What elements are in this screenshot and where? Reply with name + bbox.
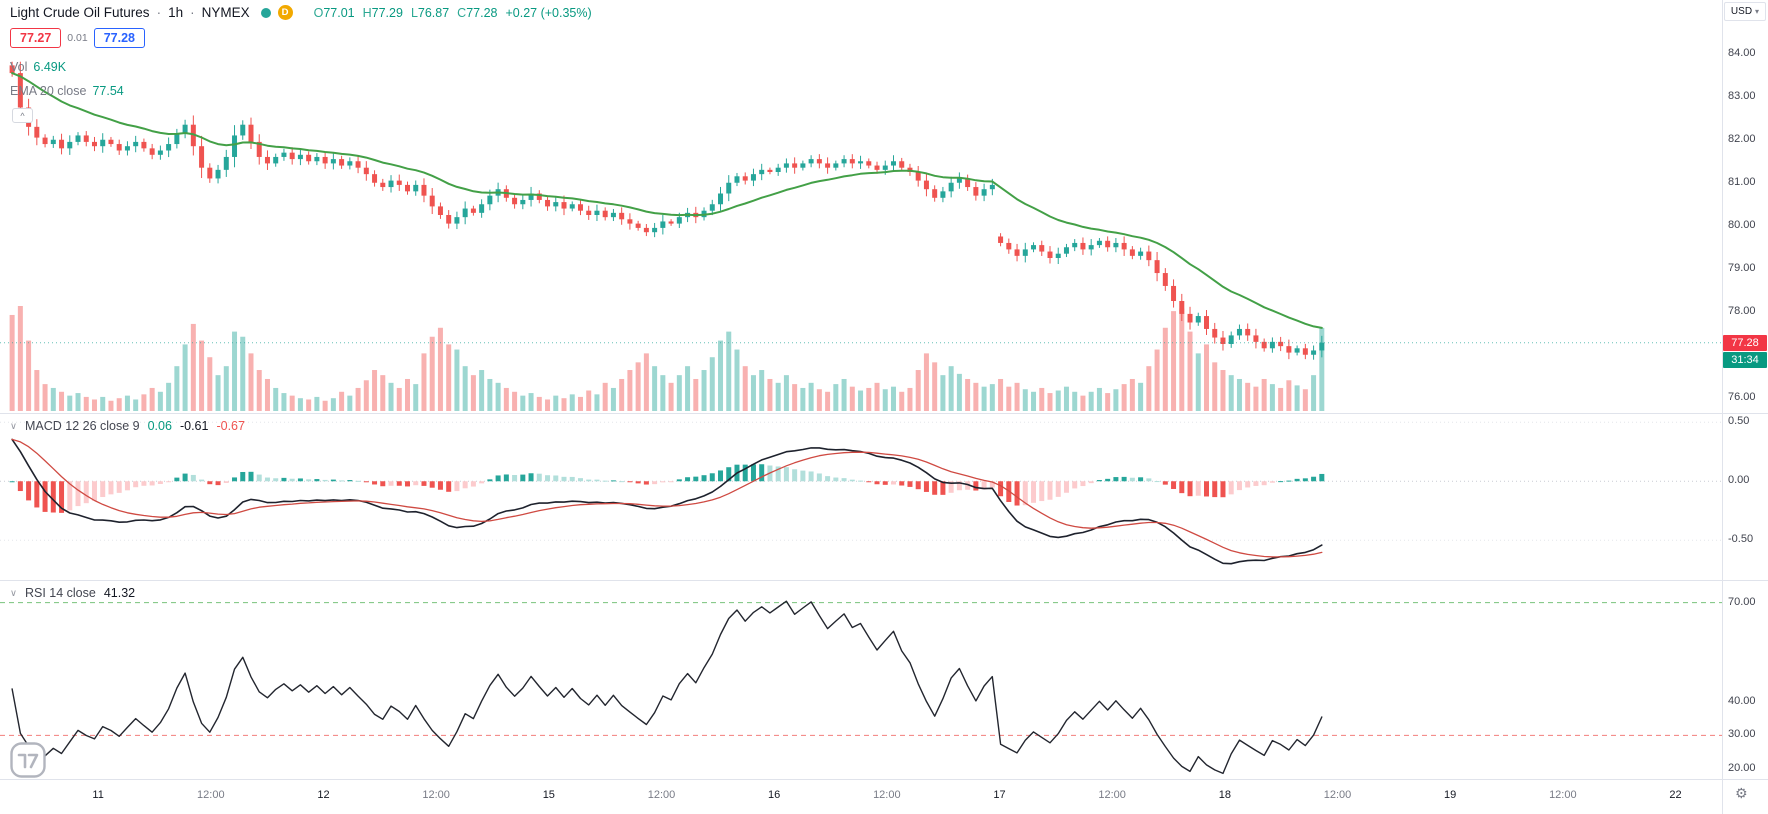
ema-value: 77.54 — [92, 84, 124, 98]
volume-legend[interactable]: Vol 6.49K — [10, 60, 66, 74]
caret-down-icon: ▾ — [1755, 7, 1760, 16]
macd-line-value: -0.61 — [179, 419, 209, 433]
close-readout: C77.28 — [457, 5, 498, 20]
separator: · — [156, 5, 162, 20]
exchange-label[interactable]: NYMEX — [201, 5, 250, 20]
tradingview-logo-icon — [10, 742, 46, 778]
market-status-icon — [260, 7, 271, 18]
volume-value: 6.49K — [33, 60, 67, 74]
low-readout: L76.87 — [410, 5, 450, 20]
macd-legend[interactable]: ∨ MACD 12 26 close 9 0.06 -0.61 -0.67 — [10, 419, 245, 433]
change-value: +0.27 (+0.35%) — [505, 5, 592, 20]
last-price-badge: 77.28 — [1723, 334, 1767, 351]
open-readout: O77.01 — [313, 5, 355, 20]
delayed-data-icon[interactable]: D — [277, 5, 293, 20]
macd-hist-value: 0.06 — [147, 419, 172, 433]
chevron-down-icon[interactable]: ∨ — [10, 587, 17, 599]
separator: · — [190, 5, 195, 20]
interval-button[interactable]: 1h — [168, 5, 184, 20]
ema-legend[interactable]: EMA 20 close 77.54 — [10, 84, 124, 98]
rsi-label: RSI 14 close — [24, 586, 96, 600]
sell-button[interactable]: 77.27 — [10, 28, 62, 48]
high-readout: H77.29 — [362, 5, 403, 20]
symbol-header: Light Crude Oil Futures · 1h · NYMEX D O… — [10, 5, 592, 20]
rsi-value: 41.32 — [103, 586, 136, 600]
ema-label: EMA 20 close — [10, 84, 87, 98]
spread-value: 0.01 — [67, 32, 88, 44]
symbol-title[interactable]: Light Crude Oil Futures — [10, 5, 150, 20]
tradingview-logo[interactable] — [10, 742, 46, 778]
currency-selector[interactable]: USD ▾ — [1724, 2, 1766, 21]
chevron-down-icon[interactable]: ∨ — [10, 420, 17, 432]
rsi-legend[interactable]: ∨ RSI 14 close 41.32 — [10, 586, 135, 600]
buy-button[interactable]: 77.28 — [93, 28, 145, 48]
collapse-indicators-button[interactable]: ^ — [12, 108, 33, 123]
countdown-badge: 31:34 — [1723, 351, 1767, 368]
currency-label: USD — [1730, 6, 1753, 17]
gear-icon[interactable]: ⚙ — [1735, 786, 1748, 802]
order-panel: 77.27 0.01 77.28 — [10, 28, 145, 48]
volume-label: Vol — [10, 60, 28, 74]
macd-label: MACD 12 26 close 9 — [24, 419, 140, 433]
macd-signal-value: -0.67 — [216, 419, 245, 433]
ohlc-readout: O77.01 H77.29 L76.87 C77.28 +0.27 (+0.35… — [314, 6, 592, 20]
